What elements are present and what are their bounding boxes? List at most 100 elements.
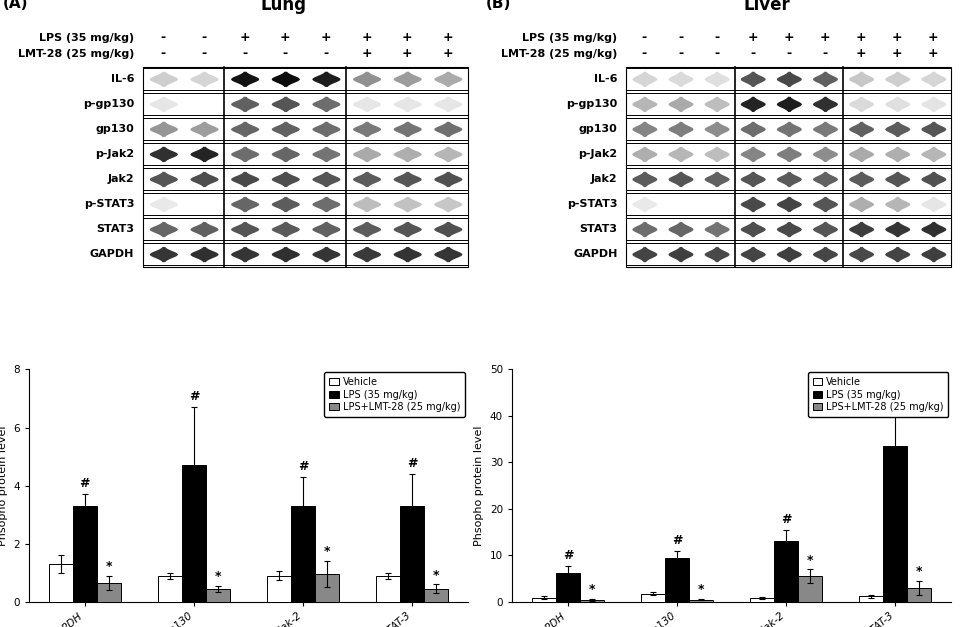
- Text: p-gp130: p-gp130: [566, 99, 618, 109]
- Bar: [627, 143, 951, 165]
- Text: *: *: [214, 570, 221, 583]
- Bar: [158, 576, 182, 602]
- Text: p-STAT3: p-STAT3: [84, 199, 135, 209]
- Text: STAT3: STAT3: [96, 224, 135, 234]
- Text: +: +: [280, 31, 290, 45]
- Text: +: +: [361, 47, 372, 60]
- Text: -: -: [642, 47, 647, 60]
- Legend: Vehicle, LPS (35 mg/kg), LPS+LMT-28 (25 mg/kg): Vehicle, LPS (35 mg/kg), LPS+LMT-28 (25 …: [807, 372, 949, 417]
- Bar: [424, 589, 448, 602]
- Text: (B): (B): [485, 0, 511, 11]
- Bar: [859, 596, 883, 602]
- Bar: [665, 558, 689, 602]
- Bar: [799, 576, 823, 602]
- Text: #: #: [80, 477, 90, 490]
- Text: +: +: [321, 31, 332, 45]
- Text: LMT-28 (25 mg/kg): LMT-28 (25 mg/kg): [501, 49, 618, 59]
- Text: p-Jak2: p-Jak2: [95, 149, 135, 159]
- Bar: [532, 598, 556, 602]
- Text: -: -: [786, 47, 792, 60]
- Bar: [73, 506, 97, 602]
- Text: -: -: [714, 31, 719, 45]
- Bar: [883, 446, 907, 602]
- Text: -: -: [823, 47, 827, 60]
- Text: +: +: [928, 47, 939, 60]
- Text: *: *: [698, 583, 704, 596]
- Text: -: -: [323, 47, 329, 60]
- Text: -: -: [678, 47, 683, 60]
- Bar: [689, 599, 713, 602]
- Bar: [627, 93, 951, 115]
- Text: -: -: [242, 47, 247, 60]
- Bar: [206, 589, 230, 602]
- Text: STAT3: STAT3: [579, 224, 618, 234]
- Bar: [143, 218, 468, 240]
- Text: #: #: [407, 457, 417, 470]
- Bar: [556, 573, 580, 602]
- Text: Lung: Lung: [260, 0, 307, 14]
- Text: +: +: [402, 31, 412, 45]
- Bar: [143, 118, 468, 140]
- Text: gp130: gp130: [95, 124, 135, 134]
- Bar: [143, 68, 468, 90]
- Bar: [376, 576, 400, 602]
- Text: -: -: [283, 47, 288, 60]
- Bar: [627, 68, 951, 90]
- Text: -: -: [202, 47, 207, 60]
- Text: -: -: [160, 47, 166, 60]
- Bar: [641, 594, 665, 602]
- Text: GAPDH: GAPDH: [90, 250, 135, 260]
- Bar: [97, 583, 121, 602]
- Text: +: +: [892, 47, 902, 60]
- Bar: [143, 93, 468, 115]
- Bar: [627, 193, 951, 215]
- Text: +: +: [748, 31, 758, 45]
- Text: p-Jak2: p-Jak2: [579, 149, 618, 159]
- Text: gp130: gp130: [579, 124, 618, 134]
- Bar: [580, 599, 604, 602]
- Text: #: #: [188, 390, 199, 403]
- Text: IL-6: IL-6: [111, 74, 135, 84]
- Text: (A): (A): [3, 0, 28, 11]
- Bar: [291, 506, 315, 602]
- Text: *: *: [106, 560, 112, 573]
- Text: LPS (35 mg/kg): LPS (35 mg/kg): [523, 33, 618, 43]
- Text: *: *: [432, 569, 439, 582]
- Bar: [143, 243, 468, 265]
- Text: -: -: [202, 31, 207, 45]
- Text: -: -: [160, 31, 166, 45]
- Bar: [627, 168, 951, 190]
- Text: +: +: [783, 31, 794, 45]
- Bar: [627, 66, 951, 267]
- Text: *: *: [916, 565, 923, 578]
- Text: -: -: [751, 47, 755, 60]
- Text: +: +: [402, 47, 412, 60]
- Legend: Vehicle, LPS (35 mg/kg), LPS+LMT-28 (25 mg/kg): Vehicle, LPS (35 mg/kg), LPS+LMT-28 (25 …: [325, 372, 465, 417]
- Bar: [267, 576, 291, 602]
- Bar: [143, 143, 468, 165]
- Bar: [143, 66, 468, 267]
- Text: +: +: [928, 31, 939, 45]
- Text: Jak2: Jak2: [591, 174, 618, 184]
- Text: +: +: [856, 31, 867, 45]
- Text: +: +: [892, 31, 902, 45]
- Y-axis label: Phsopho protein level: Phsopho protein level: [475, 425, 484, 546]
- Bar: [751, 598, 775, 602]
- Bar: [143, 168, 468, 190]
- Text: +: +: [442, 47, 454, 60]
- Text: +: +: [856, 47, 867, 60]
- Text: -: -: [714, 47, 719, 60]
- Bar: [315, 574, 339, 602]
- Text: LMT-28 (25 mg/kg): LMT-28 (25 mg/kg): [18, 49, 135, 59]
- Bar: [627, 243, 951, 265]
- Bar: [775, 542, 799, 602]
- Bar: [907, 588, 931, 602]
- Text: IL-6: IL-6: [594, 74, 618, 84]
- Bar: [182, 465, 206, 602]
- Text: +: +: [361, 31, 372, 45]
- Text: *: *: [589, 583, 595, 596]
- Text: LPS (35 mg/kg): LPS (35 mg/kg): [39, 33, 135, 43]
- Text: -: -: [678, 31, 683, 45]
- Bar: [400, 506, 424, 602]
- Text: p-STAT3: p-STAT3: [567, 199, 618, 209]
